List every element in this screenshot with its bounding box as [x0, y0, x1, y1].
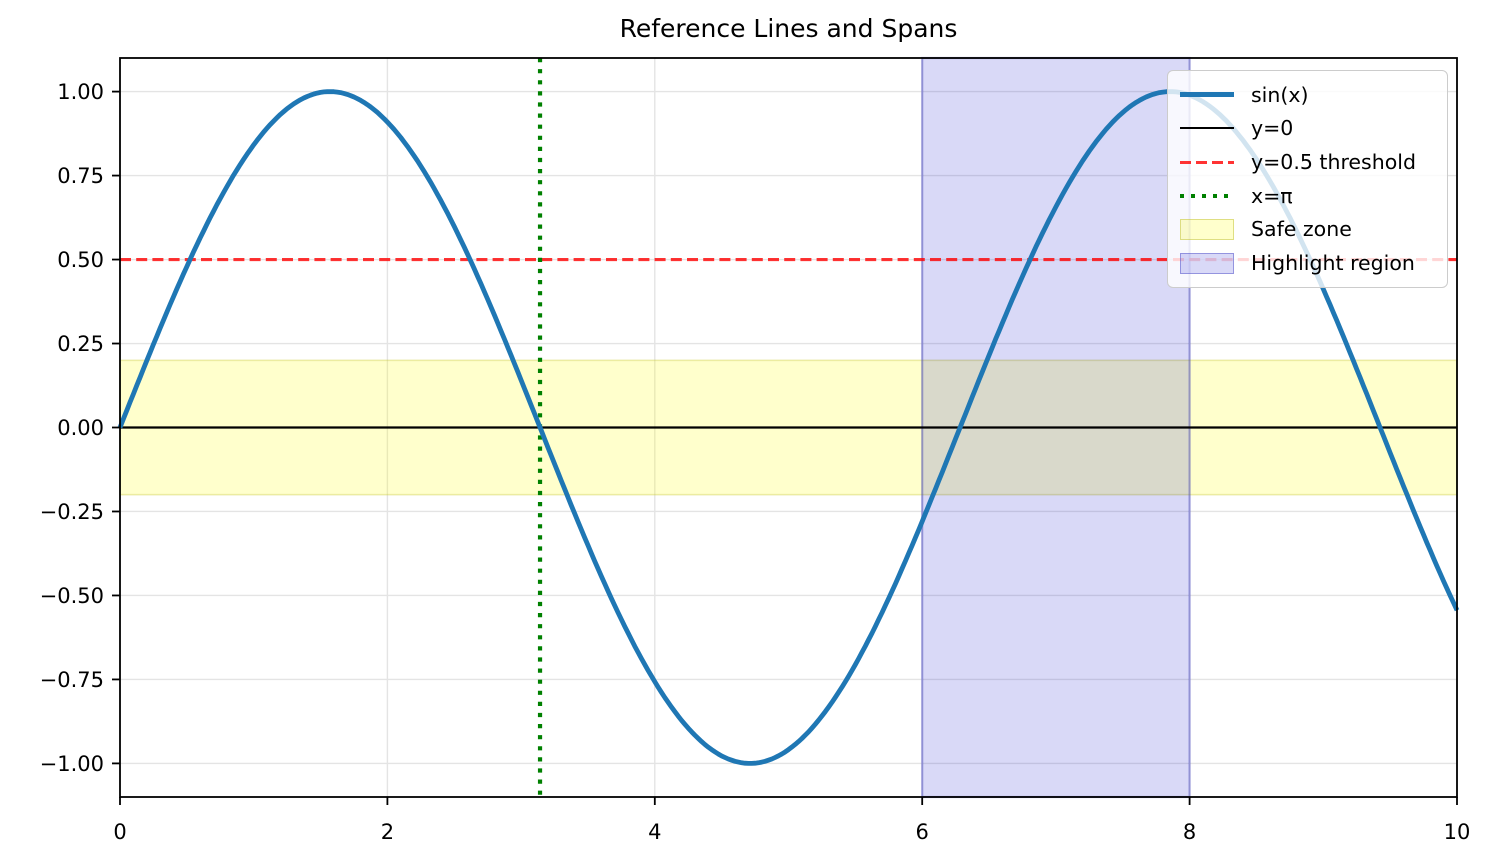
y-tick-label: 0.25 [57, 332, 104, 356]
x-tick-label: 2 [381, 820, 394, 844]
legend-swatch-patch [1180, 218, 1234, 240]
legend-item: Highlight region [1180, 251, 1437, 275]
legend-swatch-line-solid-thick [1180, 92, 1234, 98]
legend-item-label: y=0 [1251, 116, 1294, 141]
x-tick-label: 6 [916, 820, 929, 844]
legend-item-label: y=0.5 threshold [1251, 150, 1416, 175]
y-tick-label: −1.00 [40, 752, 104, 776]
legend-item-label: sin(x) [1251, 82, 1309, 107]
legend-item-label: Highlight region [1251, 251, 1415, 276]
x-tick-label: 4 [648, 820, 661, 844]
legend: sin(x) y=0 y=0.5 threshold x=π Safe zone High… [1167, 70, 1448, 288]
legend-item-label: x=π [1251, 183, 1293, 208]
legend-item: x=π [1180, 184, 1437, 208]
y-tick-label: 0.75 [57, 164, 104, 188]
y-tick-label: 0.00 [57, 416, 104, 440]
x-tick-label: 10 [1444, 820, 1471, 844]
y-tick-label: 0.50 [57, 248, 104, 272]
y-tick-label: −0.75 [40, 668, 104, 692]
y-tick-label: 1.00 [57, 80, 104, 104]
legend-swatch-patch [1180, 252, 1234, 274]
legend-item: y=0.5 threshold [1180, 150, 1437, 174]
legend-item: y=0 [1180, 116, 1437, 140]
legend-swatch-line-dashed [1180, 160, 1234, 164]
chart-title: Reference Lines and Spans [619, 14, 958, 43]
legend-item-label: Safe zone [1251, 217, 1352, 242]
legend-item: sin(x) [1180, 83, 1437, 107]
x-tick-label: 0 [113, 820, 126, 844]
legend-item: Safe zone [1180, 217, 1437, 241]
x-tick-label: 8 [1183, 820, 1196, 844]
y-tick-label: −0.25 [40, 500, 104, 524]
legend-swatch-line-solid-thin [1180, 127, 1234, 130]
legend-swatch-line-dotted [1180, 193, 1234, 198]
y-tick-label: −0.50 [40, 584, 104, 608]
